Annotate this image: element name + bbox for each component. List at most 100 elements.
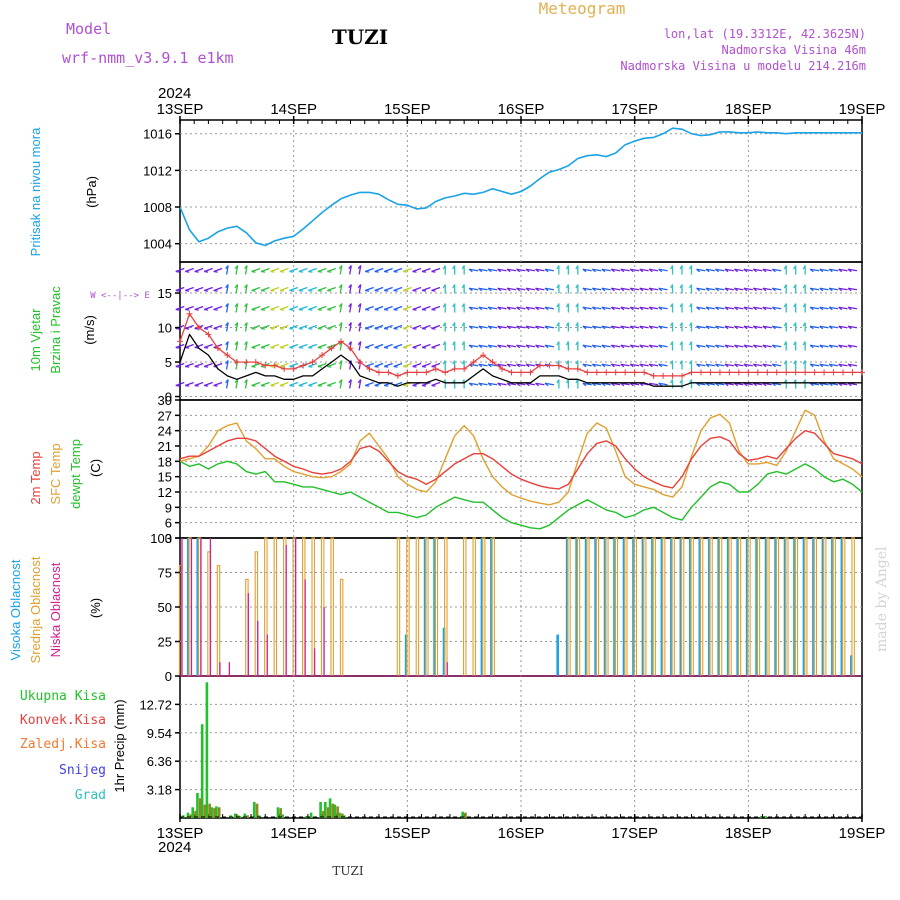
wind-arrow-head: [478, 325, 483, 330]
cloud-bar: [556, 634, 559, 676]
wind-arrow-head: [679, 341, 683, 346]
wind-arrow-head: [506, 344, 511, 349]
wind-arrow-head: [689, 360, 693, 365]
wind-arrow-head: [629, 268, 634, 273]
wind-arrow: [260, 267, 270, 273]
wind-arrow-head: [506, 325, 511, 330]
wind-arrow: [421, 267, 431, 273]
wind-arrow-head: [648, 268, 653, 273]
wind-arrow-head: [828, 382, 833, 387]
cloud-bar: [181, 538, 183, 676]
wind-arrow-head: [620, 306, 625, 311]
wind-arrow-head: [403, 327, 408, 330]
wind-arrow-head: [793, 284, 797, 289]
wind-arrow: [244, 284, 248, 294]
wind-arrow-head: [525, 325, 530, 330]
wind-arrow: [251, 324, 261, 330]
wind-arrow: [715, 287, 725, 291]
wind-arrow-head: [715, 344, 720, 349]
wind-label-line2: Brzina i Pravac: [48, 286, 63, 374]
wind-arrow-head: [591, 363, 596, 368]
wind-arrow: [279, 362, 289, 368]
wind-arrow-head: [610, 363, 615, 368]
wind-arrow: [601, 363, 611, 367]
wind-arrow: [431, 286, 441, 292]
wind-arrow-head: [734, 287, 738, 292]
y-tick-label: 21: [158, 439, 172, 454]
wind-arrow-head: [357, 322, 362, 327]
y-tick-label: 18: [158, 454, 172, 469]
wind-arrow: [772, 382, 782, 386]
wind-arrow-head: [575, 341, 579, 346]
wind-arrow-head: [696, 306, 701, 311]
wind-arrow-head: [670, 322, 674, 327]
wind-arrow-head: [847, 344, 852, 349]
wind-arrow: [724, 344, 734, 348]
wind-arrow-head: [487, 268, 492, 273]
wind-arrow-head: [298, 327, 303, 330]
wind-arrow: [279, 324, 289, 330]
wind-arrow-head: [793, 360, 797, 365]
wind-arrow: [185, 305, 194, 311]
wind-arrow-head: [468, 306, 473, 311]
wind-arrow: [630, 306, 640, 310]
wind-arrow: [364, 324, 374, 330]
x-axis-labels-top: 13SEP 14SEP 15SEP 16SEP 17SEP 18SEP 19SEP: [157, 101, 886, 118]
wind-arrow-head: [461, 322, 465, 327]
model-name: wrf-nmm_v3.9.1 e1km: [62, 49, 234, 67]
wind-arrow-head: [412, 270, 417, 273]
wind-arrow: [819, 325, 829, 329]
wind-arrow-head: [260, 327, 266, 330]
wind-arrow: [715, 363, 725, 367]
wind-arrow-head: [506, 382, 511, 387]
wind-arrow-head: [194, 289, 199, 292]
wind-arrow-head: [461, 265, 465, 270]
wind-arrow-head: [393, 327, 398, 330]
wind-arrow: [185, 286, 194, 292]
station-title: TUZI: [332, 25, 388, 49]
wind-arrow-head: [289, 365, 294, 368]
precip-snow-label: Snijeg: [59, 763, 106, 778]
wind-arrow-head: [783, 303, 787, 308]
wind-arrow-head: [487, 306, 492, 311]
wind-arrow-head: [213, 308, 218, 311]
wind-arrow: [724, 382, 734, 386]
wind-arrow: [847, 325, 858, 329]
wind-arrow-head: [802, 265, 806, 270]
wind-arrow-head: [828, 306, 833, 311]
wind-arrow-head: [743, 363, 748, 368]
cloud-bar: [404, 634, 408, 676]
wind-arrow-head: [452, 341, 456, 346]
wind-arrow: [279, 286, 289, 292]
wind-arrow: [582, 287, 592, 291]
wind-arrow-head: [384, 384, 389, 387]
cloud-bar: [690, 537, 694, 677]
wind-arrow-head: [251, 289, 256, 292]
cloud-bar: [698, 538, 702, 676]
cloud-bar: [396, 537, 401, 677]
wind-arrow-head: [506, 306, 511, 311]
cloud-bar: [433, 538, 436, 676]
wind-arrow: [289, 381, 299, 387]
wind-arrow-head: [270, 308, 275, 311]
wind-arrow: [421, 305, 431, 311]
dewpoint-line: [179, 460, 863, 530]
wind-arrow: [412, 324, 422, 330]
wind-arrow: [847, 268, 858, 272]
wind-arrow-head: [251, 346, 256, 349]
wind-arrow-head: [384, 270, 389, 273]
wind-arrow-head: [847, 306, 852, 311]
wind-arrow-head: [308, 365, 313, 368]
wind-arrow: [289, 343, 299, 349]
wind-arrow-head: [374, 346, 379, 349]
wind-arrow-head: [260, 346, 266, 349]
wind-arrow-head: [689, 379, 693, 384]
wind-arrow-head: [752, 344, 757, 349]
wind-arrow-head: [327, 270, 332, 273]
precip-bar: [238, 816, 242, 818]
wind-arrow: [235, 303, 239, 313]
wind-arrow-head: [516, 268, 521, 273]
wind-arrow-head: [412, 365, 417, 368]
wind-arrow-head: [639, 382, 644, 387]
wind-arrow-head: [582, 325, 587, 330]
